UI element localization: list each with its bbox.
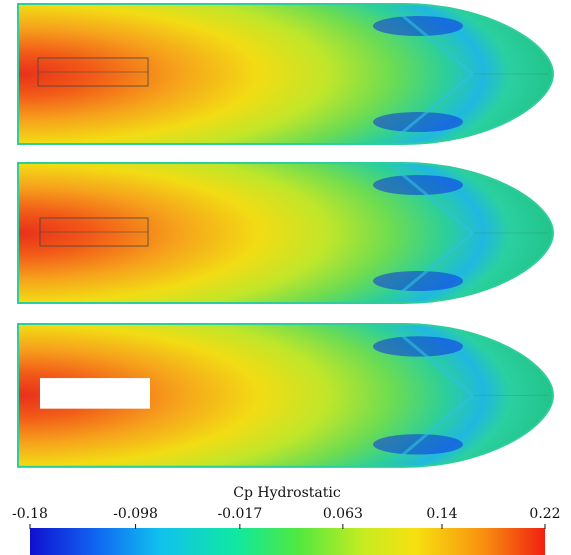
colorbar-tick-label: 0.22 xyxy=(529,506,560,522)
colorbar xyxy=(30,528,545,555)
colorbar-tick-label: 0.063 xyxy=(323,506,363,522)
colorbar-tick-label: -0.18 xyxy=(12,506,48,522)
hull-3 xyxy=(16,322,555,469)
hull-2 xyxy=(16,161,555,305)
colorbar-tick-label: 0.14 xyxy=(426,506,457,522)
hull-1 xyxy=(16,2,555,146)
colorbar-tick-label: -0.098 xyxy=(113,506,158,522)
colorbar-title: Cp Hydrostatic xyxy=(233,485,341,501)
colorbar-ticks: -0.18 -0.098 -0.017 0.063 0.14 0.22 xyxy=(12,506,561,529)
colorbar-tick-label: -0.017 xyxy=(217,506,262,522)
